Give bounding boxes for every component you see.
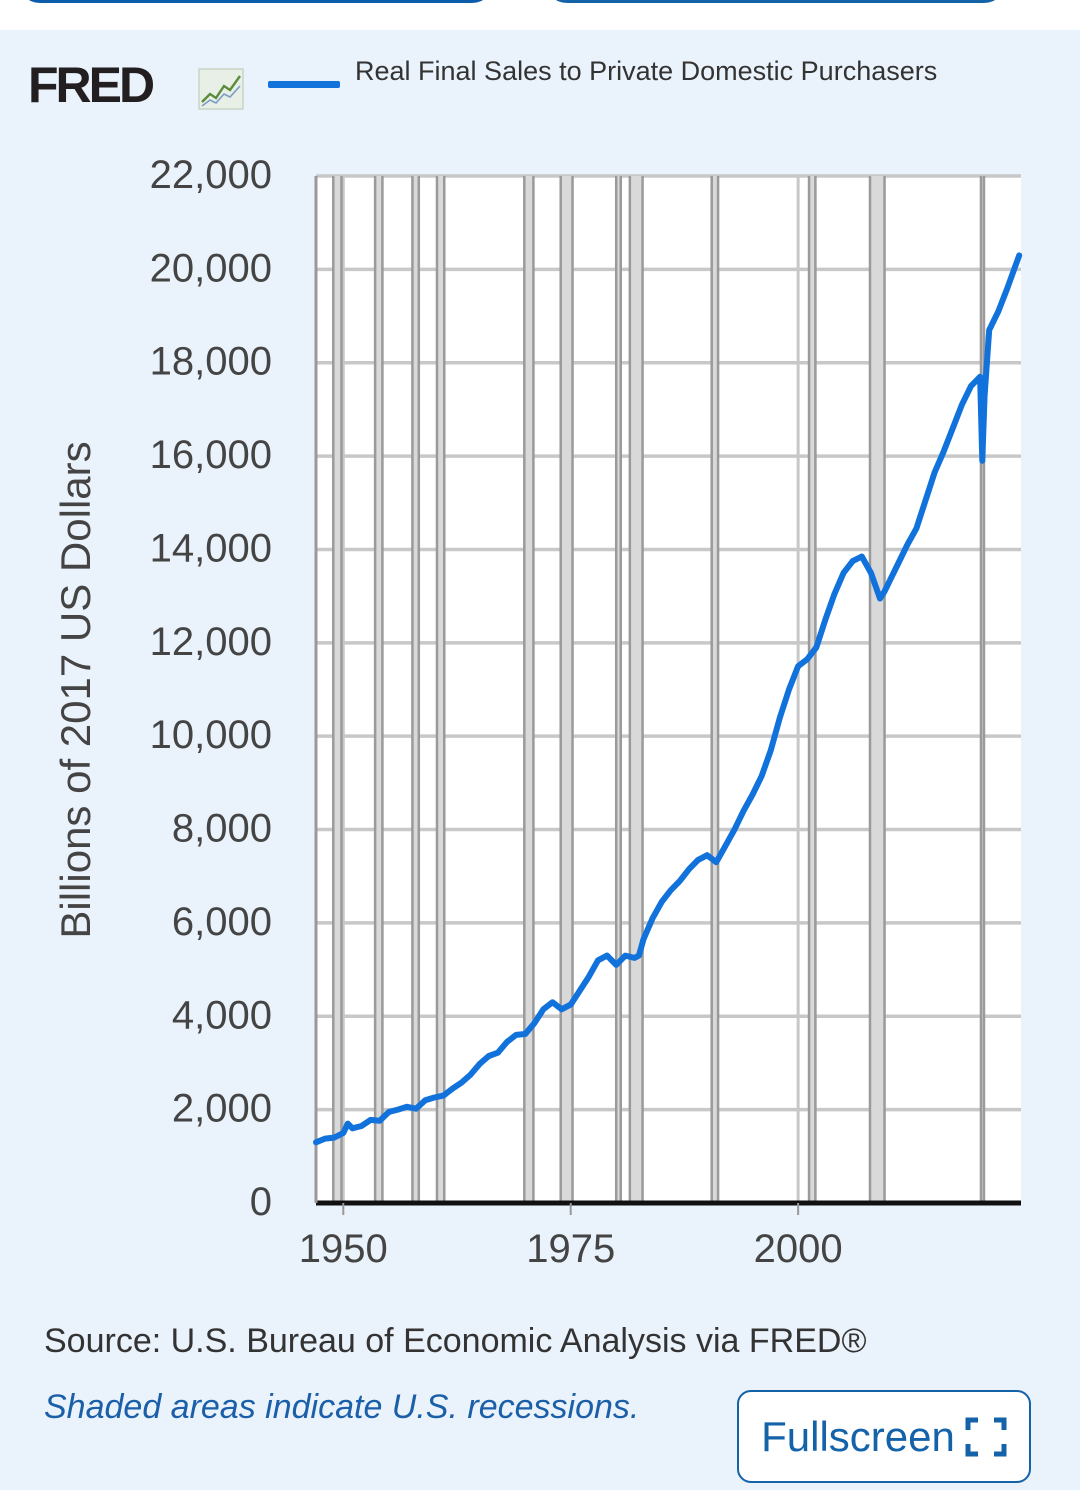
recession-band xyxy=(524,176,534,1203)
recession-band xyxy=(436,176,445,1203)
y-tick-label: 20,000 xyxy=(150,246,272,290)
y-tick-label: 8,000 xyxy=(172,807,272,851)
fullscreen-button[interactable]: Fullscreen xyxy=(737,1390,1031,1483)
gridlines xyxy=(316,174,1021,1203)
legend-series-label: Real Final Sales to Private Domestic Pur… xyxy=(355,56,938,86)
recession-band xyxy=(616,176,621,1203)
y-tick-label: 10,000 xyxy=(150,713,272,757)
series-line xyxy=(313,252,1023,1146)
fullscreen-label: Fullscreen xyxy=(761,1412,955,1460)
axes xyxy=(314,176,1021,1215)
fred-logo-graph-icon xyxy=(198,68,244,110)
y-tick-label: 0 xyxy=(250,1180,272,1224)
x-tick-label: 1950 xyxy=(299,1227,388,1271)
x-tick-label: 1975 xyxy=(526,1227,615,1271)
y-tick-label: 18,000 xyxy=(150,340,272,384)
recession-bands xyxy=(332,176,986,1203)
x-tick-label: 2000 xyxy=(754,1227,843,1271)
y-tick-label: 4,000 xyxy=(172,993,272,1037)
y-tick-labels: 0 2,000 4,000 6,000 8,000 10,000 12,000 14,000 1… xyxy=(150,153,272,1224)
y-tick-label: 2,000 xyxy=(172,1087,272,1131)
recession-band xyxy=(375,176,383,1203)
fred-logo[interactable]: FRED xyxy=(28,60,248,110)
recession-band xyxy=(980,176,984,1203)
recession-band xyxy=(560,176,573,1203)
fullscreen-expand-icon xyxy=(965,1417,1007,1456)
recession-band xyxy=(711,176,719,1203)
recession-band xyxy=(869,176,885,1203)
recession-band xyxy=(412,176,419,1203)
line-chart: 0 2,000 4,000 6,000 8,000 10,000 12,000 14,000 1… xyxy=(150,153,1023,1271)
y-tick-label: 12,000 xyxy=(150,620,272,664)
y-tick-label: 6,000 xyxy=(172,900,272,944)
source-note: Source: U.S. Bureau of Economic Analysis… xyxy=(44,1322,867,1360)
recession-note: Shaded areas indicate U.S. recessions. xyxy=(44,1388,640,1426)
legend-swatch xyxy=(268,81,340,88)
fred-logo-text: FRED xyxy=(28,57,155,113)
recession-band xyxy=(629,176,643,1203)
recession-band xyxy=(809,176,816,1203)
y-tick-label: 22,000 xyxy=(150,153,272,197)
plot-area xyxy=(316,176,1021,1203)
y-tick-label: 16,000 xyxy=(150,433,272,477)
y-tick-label: 14,000 xyxy=(150,526,272,570)
recession-band xyxy=(333,176,342,1203)
x-tick-labels: 1950 1975 2000 xyxy=(299,1227,843,1271)
series xyxy=(313,252,1023,1146)
